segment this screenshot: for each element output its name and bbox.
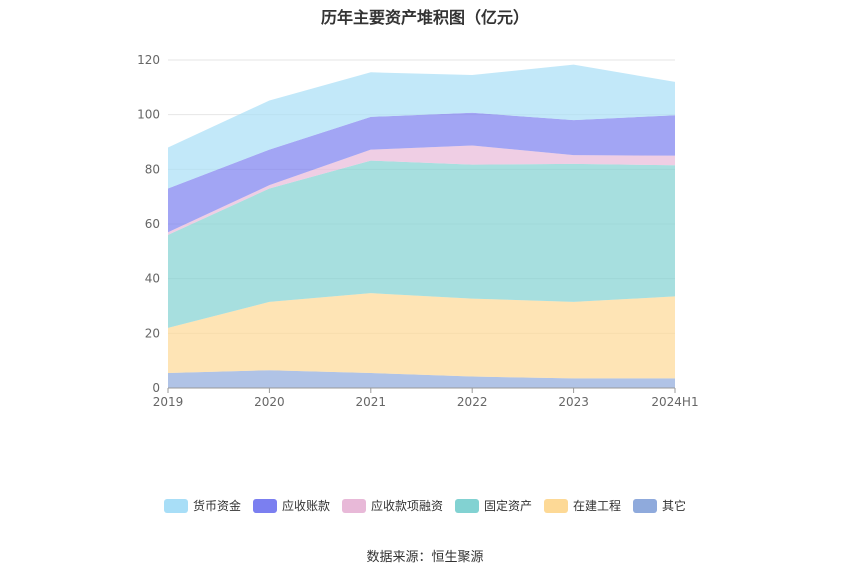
legend-swatch [544, 498, 569, 513]
area-series-4 [168, 112, 675, 233]
area-series-0 [168, 370, 675, 388]
data-source: 数据来源：恒生聚源 [366, 550, 484, 565]
legend-label: 固定资产 [484, 499, 533, 513]
y-tick-label: 120 [137, 53, 160, 67]
area-series-1 [168, 293, 675, 379]
legend-item[interactable]: 货币资金 [163, 497, 241, 514]
legend-label: 应收账款 [281, 499, 330, 513]
chart-legend: 货币资金 应收账款 应收款项融资 固定资产 在建工程 其它 [0, 497, 850, 514]
area-series-2 [168, 160, 675, 328]
legend-item[interactable]: 其它 [633, 497, 686, 514]
x-tick-label: 2024H1 [651, 395, 698, 409]
y-tick-label: 60 [145, 217, 160, 231]
legend-item[interactable]: 应收账款 [252, 497, 330, 514]
legend-item[interactable]: 固定资产 [455, 497, 532, 514]
legend-item[interactable]: 在建工程 [544, 497, 621, 514]
legend-label: 其它 [662, 499, 687, 513]
legend-swatch [252, 498, 277, 513]
y-tick-label: 40 [145, 272, 160, 286]
x-tick-label: 2019 [153, 395, 184, 409]
legend-item[interactable]: 应收款项融资 [341, 497, 443, 514]
legend-label: 在建工程 [573, 499, 622, 513]
y-tick-label: 80 [145, 162, 160, 176]
chart-title: 历年主要资产堆积图（亿元） [320, 8, 529, 27]
y-tick-label: 0 [152, 381, 160, 395]
legend-label: 货币资金 [192, 499, 241, 513]
legend-label: 应收款项融资 [370, 499, 443, 513]
legend-swatch [455, 498, 479, 513]
x-tick-label: 2020 [254, 395, 285, 409]
x-tick-label: 2021 [356, 395, 387, 409]
legend-swatch [633, 498, 658, 513]
legend-swatch [341, 498, 366, 513]
y-tick-label: 20 [145, 326, 160, 340]
x-tick-label: 2022 [457, 395, 488, 409]
area-series-5 [168, 64, 675, 189]
x-tick-label: 2023 [558, 395, 589, 409]
y-tick-label: 100 [137, 108, 160, 122]
legend-swatch [163, 498, 188, 513]
